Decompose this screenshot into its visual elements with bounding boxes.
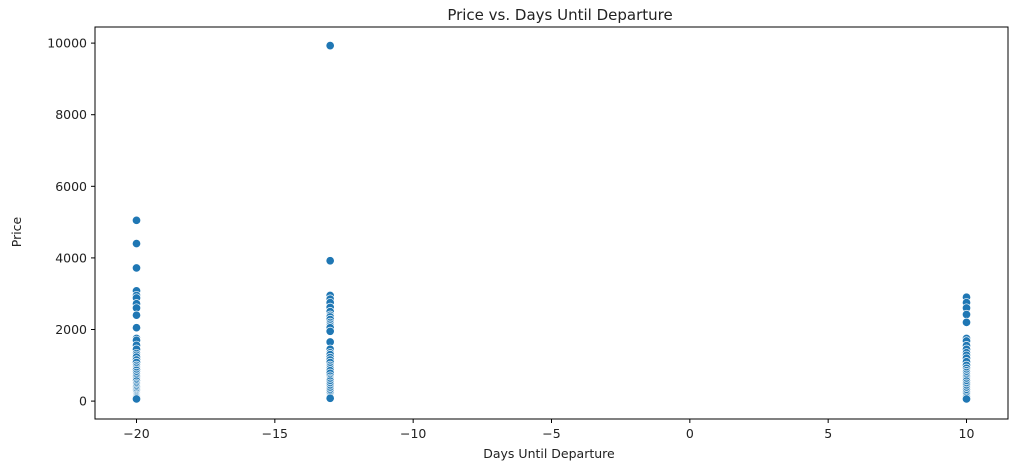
data-point [325,326,335,336]
points-layer [131,41,972,404]
y-axis-ticks: 0 2000 4000 6000 8000 10000 [47,36,95,409]
x-tick-label: −15 [262,426,288,441]
data-point [325,393,335,403]
data-point [961,309,972,320]
y-axis-label: Price [9,216,24,247]
data-point [325,256,335,266]
x-axis-label: Days Until Departure [483,446,615,461]
y-tick-label: 2000 [55,322,87,337]
x-tick-label: −10 [400,426,426,441]
data-point [131,239,142,249]
y-tick-label: 0 [79,394,87,409]
plot-area-frame [94,26,1009,420]
data-point [961,394,972,404]
data-point [131,394,142,404]
y-tick-label: 6000 [55,179,87,194]
data-point [131,323,142,333]
x-tick-label: 0 [686,426,694,441]
x-tick-label: −5 [542,426,560,441]
y-tick-label: 8000 [55,107,87,122]
x-axis-ticks: −20 −15 −10 −5 0 5 10 [123,419,974,441]
y-tick-label: 10000 [47,36,87,51]
y-tick-label: 4000 [55,250,87,265]
data-point [131,263,142,273]
chart-title: Price vs. Days Until Departure [447,6,672,24]
data-point [131,215,142,225]
data-point [961,317,972,327]
x-tick-label: 10 [959,426,975,441]
data-point [131,310,142,320]
x-tick-label: −20 [123,426,149,441]
x-tick-label: 5 [824,426,832,441]
data-point [325,41,335,51]
